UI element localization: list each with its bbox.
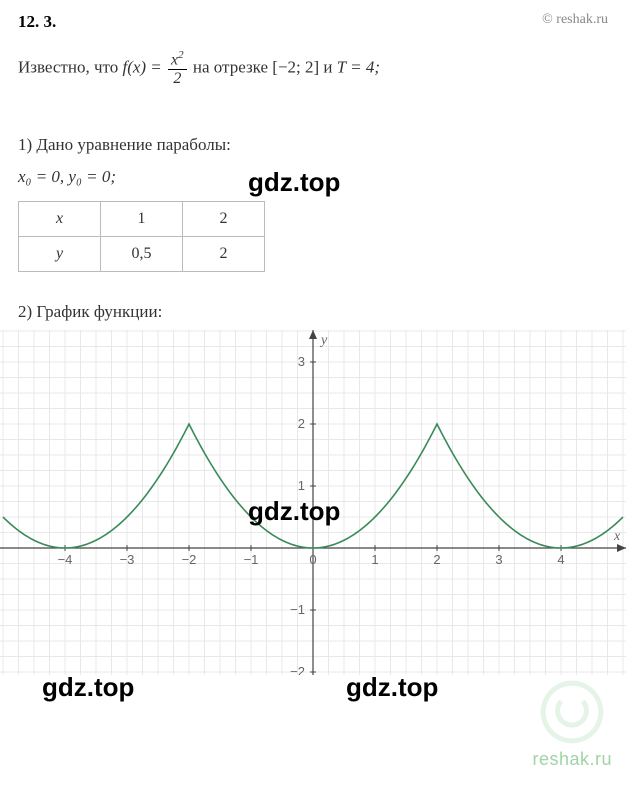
svg-text:1: 1 xyxy=(298,478,305,493)
chart-svg: −4 −3 −2 −1 0 1 2 3 4 −2 −1 1 2 3 x y xyxy=(0,330,626,675)
table-cell: 1 xyxy=(101,202,183,237)
vertex-eq: x₀ = 0, y₀ = 0; xyxy=(0,161,626,197)
svg-text:2: 2 xyxy=(298,416,305,431)
svg-text:−1: −1 xyxy=(290,602,305,617)
period-text: T = 4; xyxy=(337,58,380,77)
value-table: x 1 2 y 0,5 2 xyxy=(18,201,265,272)
table-cell: y xyxy=(19,237,101,272)
svg-text:3: 3 xyxy=(495,552,502,567)
table-cell: 0,5 xyxy=(101,237,183,272)
frac-den: 2 xyxy=(168,69,187,87)
watermark-text: gdz.top xyxy=(346,672,438,703)
reshak-text: reshak.ru xyxy=(532,749,612,770)
table-cell: x xyxy=(19,202,101,237)
svg-text:−3: −3 xyxy=(120,552,135,567)
table-cell: 2 xyxy=(183,237,265,272)
known-statement: Известно, что f(x) = x2 2 на отрезке [−2… xyxy=(0,36,626,95)
reshak-logo xyxy=(536,676,608,748)
svg-text:−1: −1 xyxy=(244,552,259,567)
svg-text:3: 3 xyxy=(298,354,305,369)
table-cell: 2 xyxy=(183,202,265,237)
frac-sup: 2 xyxy=(178,49,184,61)
svg-text:4: 4 xyxy=(557,552,564,567)
svg-text:−2: −2 xyxy=(290,664,305,675)
svg-text:y: y xyxy=(319,333,328,348)
table-row: x 1 2 xyxy=(19,202,265,237)
svg-text:0: 0 xyxy=(309,552,316,567)
svg-text:1: 1 xyxy=(371,552,378,567)
function-chart: −4 −3 −2 −1 0 1 2 3 4 −2 −1 1 2 3 x y xyxy=(0,330,626,675)
svg-text:−2: −2 xyxy=(182,552,197,567)
svg-text:2: 2 xyxy=(433,552,440,567)
section-1-label: 1) Дано уравнение параболы: xyxy=(0,95,626,161)
table-row: y 0,5 2 xyxy=(19,237,265,272)
fraction: x2 2 xyxy=(168,50,187,87)
known-prefix: Известно, что xyxy=(18,58,122,77)
problem-number: 12. 3. xyxy=(18,12,56,32)
svg-text:x: x xyxy=(613,529,621,544)
interval-text: на отрезке [−2; 2] и xyxy=(193,58,337,77)
watermark-text: gdz.top xyxy=(42,672,134,703)
fx-label: f(x) = xyxy=(122,58,166,77)
svg-text:−4: −4 xyxy=(58,552,73,567)
section-2-label: 2) График функции: xyxy=(0,272,626,330)
copyright-text: © reshak.ru xyxy=(542,12,608,32)
